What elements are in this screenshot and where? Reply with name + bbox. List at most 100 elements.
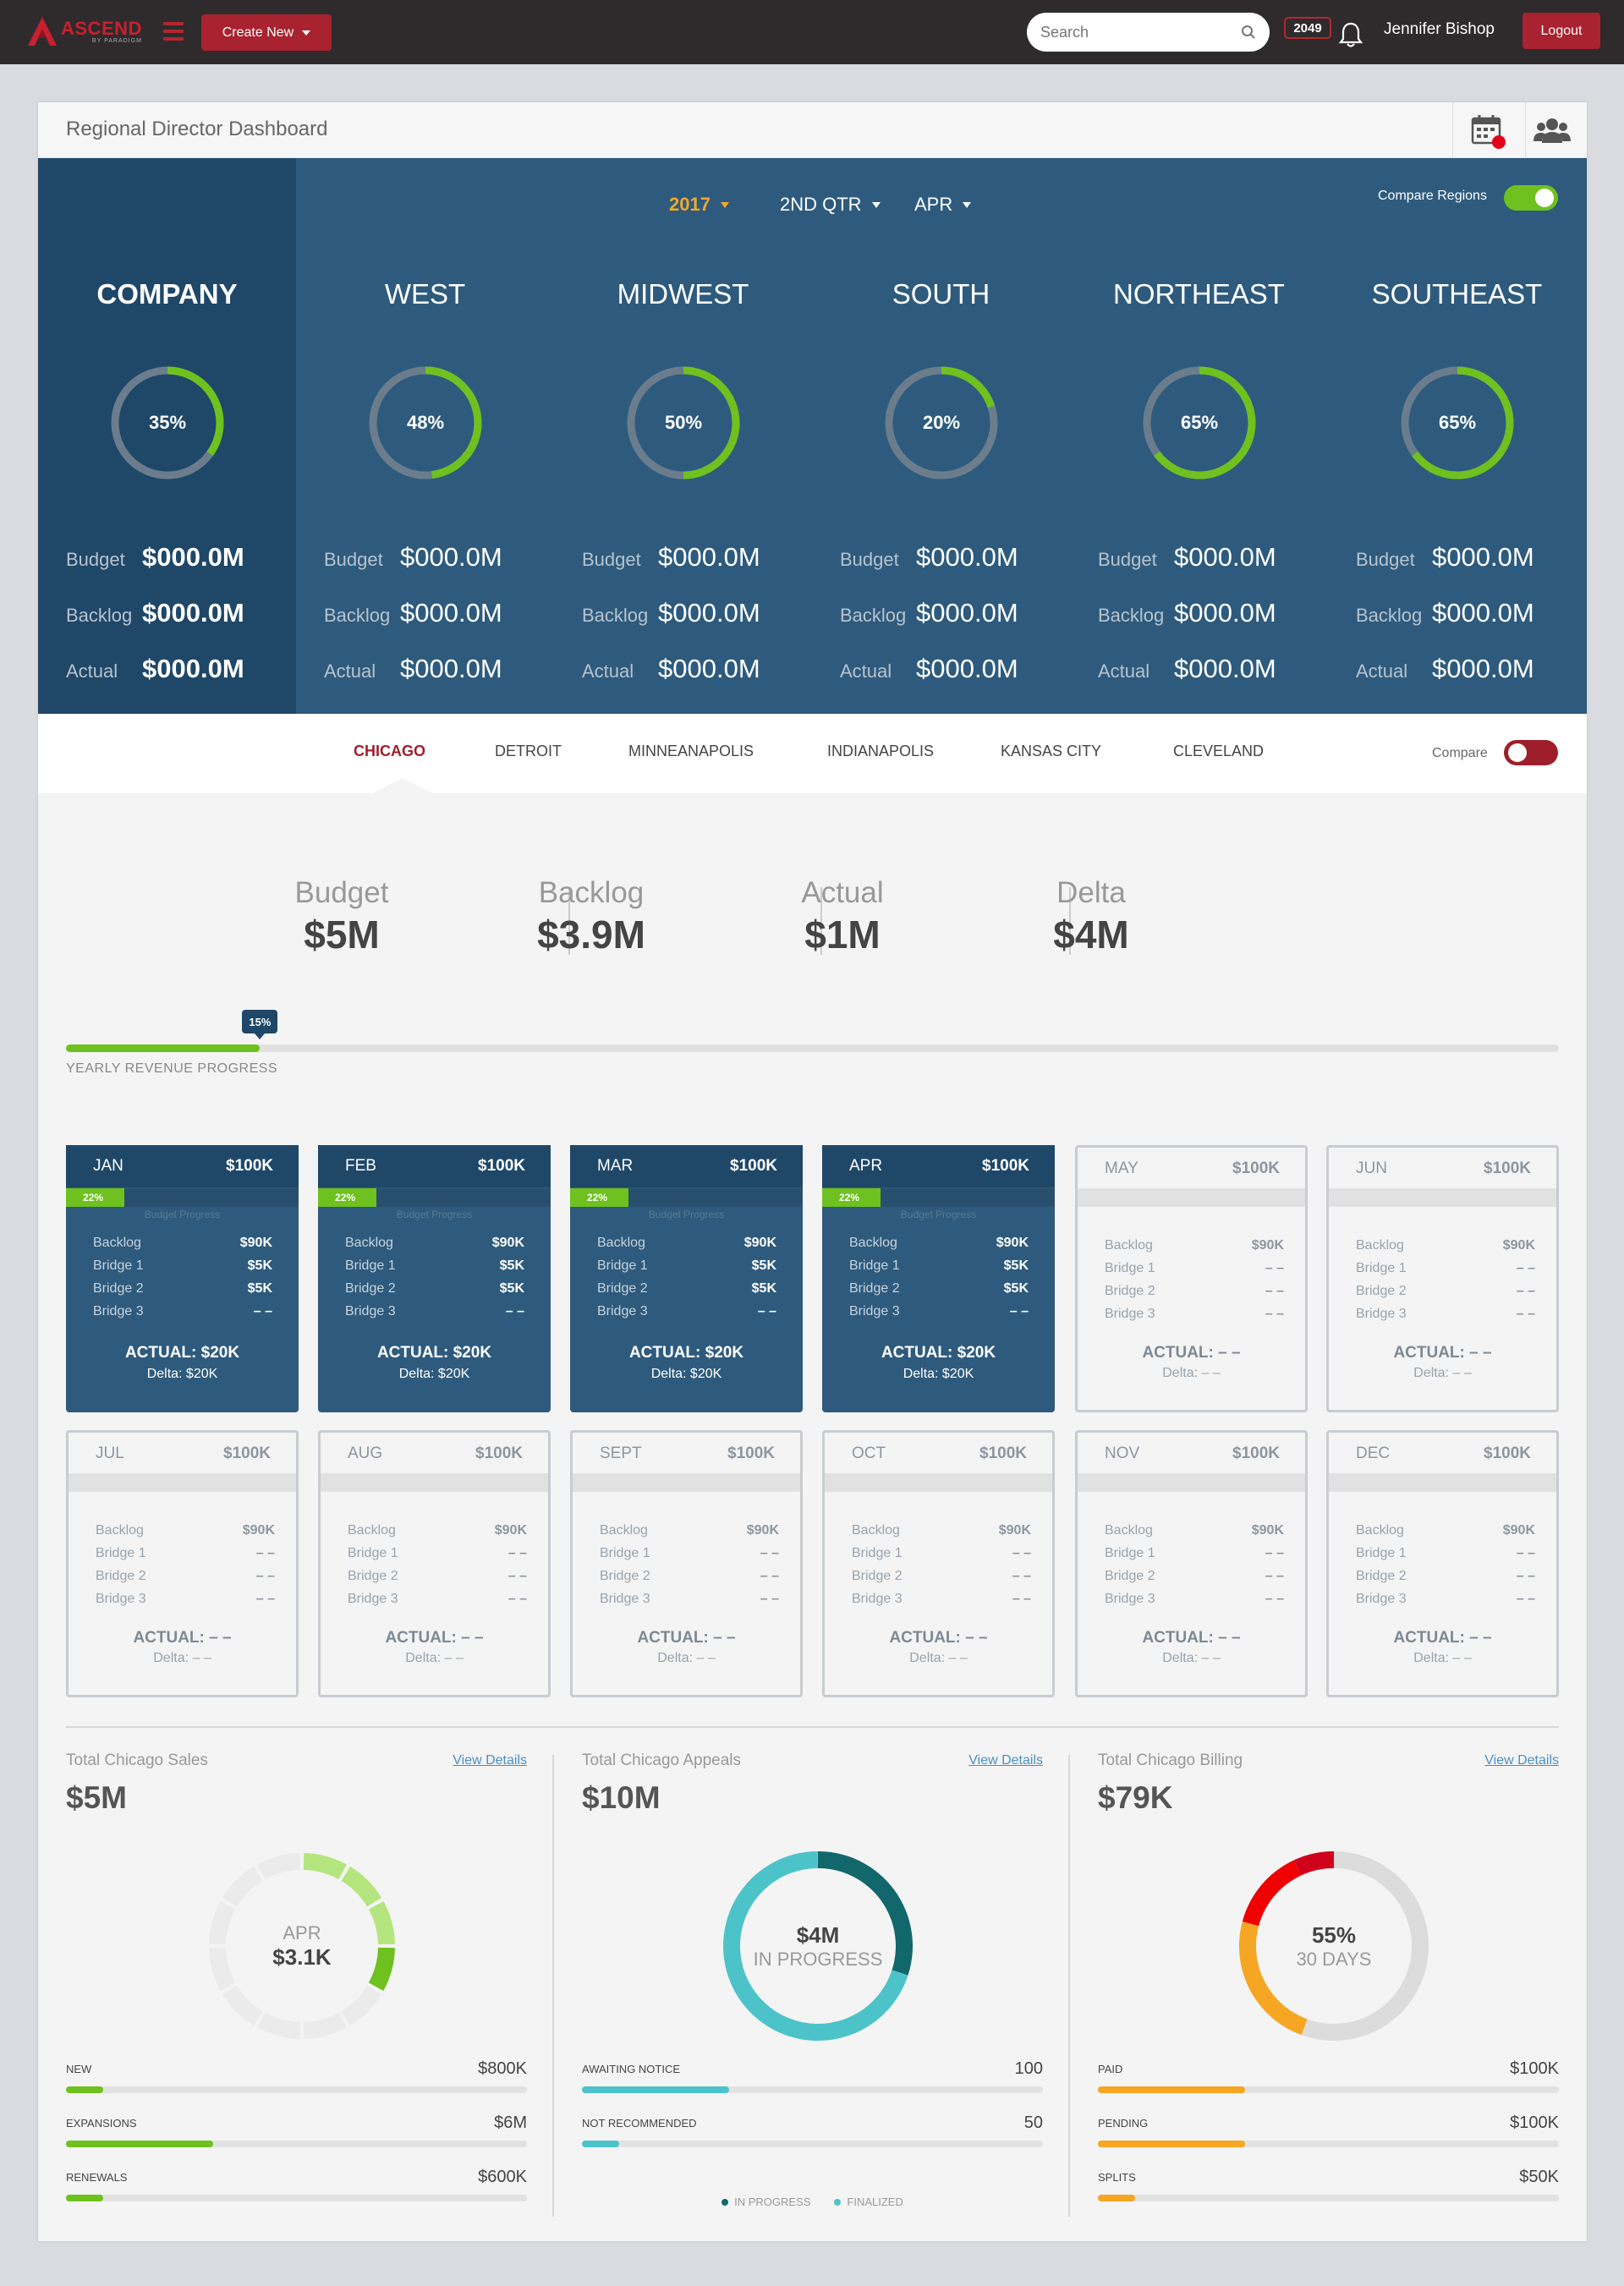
row-label: Bridge 1 — [96, 1546, 146, 1560]
row-label: Bridge 3 — [1105, 1307, 1155, 1321]
region-percent: 65% — [1180, 412, 1219, 433]
logout-button[interactable]: Logout — [1522, 13, 1600, 49]
row-label: Bridge 1 — [597, 1258, 648, 1273]
region-column[interactable]: COMPANY 35% Budget $000.0M Backlog $000.0M Act… — [38, 158, 296, 714]
bar-fill — [66, 2141, 214, 2147]
in-progress-arc — [818, 1851, 913, 1976]
month-delta: Delta: – – — [1162, 1651, 1221, 1665]
region-percent: 20% — [922, 412, 961, 433]
divider — [66, 1726, 1559, 1728]
region-column[interactable]: NORTHEAST 65% Budget $000.0M Backlog $000.0M A… — [1070, 158, 1328, 714]
month-card-jan[interactable]: JAN $100K 22% Budget Progress Backlog $90K Bri… — [66, 1145, 299, 1412]
year-dropdown[interactable]: 2017 — [669, 194, 729, 216]
region-stat-backlog: Backlog $000.0M — [324, 598, 535, 628]
notification-count-badge[interactable]: 2049 — [1284, 17, 1331, 39]
stat-label: Backlog — [840, 605, 907, 626]
tab-chicago[interactable]: CHICAGO — [354, 743, 425, 759]
bar-fill — [582, 2086, 730, 2093]
ascend-logo-icon — [28, 17, 57, 46]
budget-progress-bar: 22% — [822, 1188, 1055, 1207]
tab-indianapolis[interactable]: INDIANAPOLIS — [827, 743, 935, 759]
stat-label: Actual — [324, 661, 376, 682]
row-value: – – — [255, 1546, 275, 1560]
stat-value: $000.0M — [142, 598, 244, 628]
row-label: Bridge 1 — [849, 1258, 900, 1273]
bar-amount: $800K — [478, 2059, 527, 2078]
users-group-icon[interactable] — [1533, 114, 1571, 148]
ascend-logo[interactable]: ASCEND BY PARADIGM — [25, 12, 144, 51]
region-name: MIDWEST — [617, 278, 749, 310]
month-card-sept[interactable]: SEPT $100K Backlog $90K Bridge 1 – – Bridge 2 –… — [570, 1430, 803, 1697]
row-label: Bridge 3 — [849, 1304, 900, 1318]
quarter-dropdown[interactable]: 2ND QTR — [780, 194, 881, 216]
row-label: Bridge 2 — [849, 1281, 900, 1296]
splits-arc — [1293, 1851, 1334, 1876]
row-label: Bridge 1 — [1356, 1546, 1407, 1560]
month-card-aug[interactable]: AUG $100K Backlog $90K Bridge 1 – – Bridge 2 – … — [318, 1430, 551, 1697]
bar-fill — [582, 2141, 619, 2147]
compare-regions-toggle[interactable] — [1504, 185, 1558, 211]
region-column[interactable]: WEST 48% Budget $000.0M Backlog $000.0M Actual… — [296, 158, 554, 714]
stat-label: Budget — [840, 549, 899, 570]
compare-toggle[interactable] — [1504, 740, 1558, 765]
month-card-mar[interactable]: MAR $100K 22% Budget Progress Backlog $90K Bri… — [570, 1145, 803, 1412]
month-amount: $100K — [226, 1157, 273, 1175]
month-row-bridge2: Bridge 2 – – — [852, 1569, 1031, 1592]
panel-value: $10M — [582, 1780, 661, 1815]
view-details-link[interactable]: View Details — [1484, 1753, 1559, 1768]
month-card-may[interactable]: MAY $100K Backlog $90K Bridge 1 – – Bridge 2 – … — [1075, 1145, 1308, 1412]
summary-value: $3.9M — [537, 913, 645, 957]
month-card-nov[interactable]: NOV $100K Backlog $90K Bridge 1 – – Bridge 2 – … — [1075, 1430, 1308, 1697]
month-delta: Delta: – – — [1413, 1366, 1472, 1380]
search-box[interactable] — [1027, 13, 1270, 52]
month-row-bridge3: Bridge 3 – – — [93, 1304, 272, 1327]
chevron-down-icon — [720, 201, 729, 208]
region-column[interactable]: SOUTH 20% Budget $000.0M Backlog $000.0M Actua… — [812, 158, 1070, 714]
tab-minneanapolis[interactable]: MINNEANAPOLIS — [628, 743, 754, 759]
month-card-feb[interactable]: FEB $100K 22% Budget Progress Backlog $90K Bri… — [318, 1145, 551, 1412]
row-value: $5K — [499, 1281, 524, 1296]
divider — [552, 1755, 554, 2217]
compare-label: Compare — [1432, 746, 1488, 760]
search-icon[interactable] — [1241, 25, 1256, 40]
month-card-oct[interactable]: OCT $100K Backlog $90K Bridge 1 – – Bridge 2 – … — [822, 1430, 1055, 1697]
panel-title: Total Chicago Sales — [66, 1752, 208, 1769]
month-name: JUL — [96, 1445, 124, 1462]
tab-detroit[interactable]: DETROIT — [495, 743, 562, 759]
month-card-jun[interactable]: JUN $100K Backlog $90K Bridge 1 – – Bridge 2 – … — [1326, 1145, 1559, 1412]
budget-progress-bar — [1329, 1473, 1556, 1492]
month-actual: ACTUAL: – – — [889, 1629, 988, 1647]
ring-segment — [222, 1985, 263, 2026]
row-value: $90K — [494, 1523, 527, 1538]
company-panel — [38, 158, 296, 714]
view-details-link[interactable]: View Details — [968, 1753, 1043, 1768]
bar-label: NOT RECOMMENDED — [582, 2117, 697, 2130]
bar-label: NEW — [66, 2063, 92, 2075]
view-details-link[interactable]: View Details — [453, 1753, 527, 1768]
month-dropdown[interactable]: APR — [914, 194, 972, 216]
create-new-label: Create New — [222, 25, 294, 40]
tab-kansas-city[interactable]: KANSAS CITY — [1001, 743, 1102, 759]
bell-icon[interactable] — [1338, 20, 1363, 49]
stat-value: $000.0M — [1432, 598, 1534, 628]
month-card-jul[interactable]: JUL $100K Backlog $90K Bridge 1 – – Bridge 2 – … — [66, 1430, 299, 1697]
tab-cleveland[interactable]: CLEVELAND — [1173, 743, 1265, 759]
bar-amount: $100K — [1510, 2059, 1559, 2078]
progress-label: YEARLY REVENUE PROGRESS — [66, 1061, 278, 1076]
region-progress-donut: 65% — [1141, 365, 1258, 481]
month-row-backlog: Backlog $90K — [597, 1236, 776, 1258]
row-label: Bridge 3 — [96, 1592, 146, 1606]
month-card-apr[interactable]: APR $100K 22% Budget Progress Backlog $90K Bri… — [822, 1145, 1055, 1412]
create-new-button[interactable]: Create New — [201, 14, 332, 51]
month-card-dec[interactable]: DEC $100K Backlog $90K Bridge 1 – – Bridge 2 – … — [1326, 1430, 1559, 1697]
hamburger-menu-icon[interactable] — [163, 22, 184, 41]
row-value: – – — [1516, 1546, 1535, 1560]
region-column[interactable]: SOUTHEAST 65% Budget $000.0M Backlog $000.0M A… — [1328, 158, 1586, 714]
yearly-revenue-progress-bar — [66, 1044, 1559, 1052]
user-name[interactable]: Jennifer Bishop — [1384, 20, 1495, 38]
calendar-icon[interactable] — [1470, 112, 1507, 150]
region-stat-actual: Actual $000.0M — [324, 654, 535, 684]
region-column[interactable]: MIDWEST 50% Budget $000.0M Backlog $000.0M Act… — [554, 158, 812, 714]
row-label: Bridge 3 — [852, 1592, 903, 1606]
search-input[interactable] — [1040, 23, 1241, 41]
